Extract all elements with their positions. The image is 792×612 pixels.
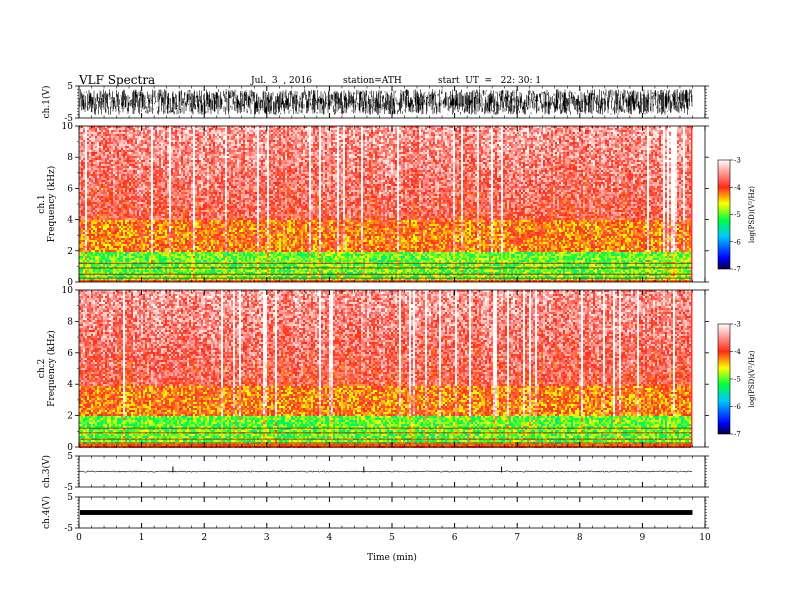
ch4-waveform-band [80, 510, 692, 515]
ch1-spectrogram-colorbar-label: log(PSD)(V²/Hz) [748, 186, 756, 243]
ch2-spectrogram-cells [79, 290, 692, 448]
x-tick-label: 4 [327, 533, 333, 543]
ch1-spectrogram-cells [79, 126, 692, 282]
ch1-spectrogram-ylabel: ch.1 [37, 194, 47, 213]
ch4-waveform-ylabel: ch.4(V) [41, 496, 52, 529]
ch2-spectrogram-ylabel: ch.2 [37, 359, 47, 378]
colorbar-tick-label: -3 [734, 321, 741, 329]
x-tick-label: 10 [699, 533, 711, 543]
ch2-spectrogram-colorbar [718, 324, 730, 434]
y-tick-label: 5 [67, 82, 73, 92]
colorbar-tick-label: -6 [734, 403, 741, 411]
freq-tick-label: 4 [67, 380, 73, 390]
colorbar-tick-label: -3 [734, 157, 741, 165]
colorbar-tick-label: -7 [734, 431, 741, 439]
colorbar-tick-label: -5 [734, 211, 741, 219]
ch1-waveform-line [80, 89, 692, 115]
freq-tick-label: 10 [62, 286, 74, 296]
colorbar-tick-label: -4 [734, 184, 741, 192]
x-tick-label: 7 [514, 533, 520, 543]
freq-tick-label: 6 [67, 184, 73, 194]
freq-tick-label: 2 [67, 412, 73, 422]
x-tick-label: 3 [264, 533, 270, 543]
ch3-waveform-ylabel: ch.3(V) [41, 455, 52, 488]
colorbar-tick-label: -6 [734, 238, 741, 246]
y-tick-label: -5 [64, 483, 73, 493]
freq-tick-label: 8 [67, 153, 73, 163]
ch1-spectrogram-ylabel: Frequency (kHz) [46, 166, 57, 243]
freq-tick-label: 6 [67, 349, 73, 359]
colorbar-tick-label: -7 [734, 266, 741, 274]
freq-tick-label: 8 [67, 317, 73, 327]
ch3-waveform-line [79, 471, 692, 472]
freq-tick-label: 10 [62, 122, 74, 132]
ch1-spectrogram-colorbar [718, 160, 730, 269]
x-tick-label: 6 [452, 533, 458, 543]
x-tick-label: 8 [577, 533, 583, 543]
x-tick-label: 1 [139, 533, 145, 543]
x-tick-label: 9 [640, 533, 646, 543]
ch2-spectrogram-colorbar-label: log(PSD)(V²/Hz) [748, 350, 756, 407]
y-tick-label: -5 [64, 524, 73, 534]
ch1-waveform-trace [80, 89, 692, 115]
colorbar-tick-label: -4 [734, 348, 741, 356]
y-tick-label: 5 [67, 493, 73, 503]
x-tick-label: 0 [76, 533, 82, 543]
ch2-spectrogram-ylabel: Frequency (kHz) [46, 330, 57, 407]
x-tick-label: 2 [201, 533, 207, 543]
freq-tick-label: 4 [67, 216, 73, 226]
freq-tick-label: 2 [67, 247, 73, 257]
ch1-waveform-ylabel: ch.1(V) [41, 86, 52, 119]
x-axis-label: Time (min) [367, 552, 417, 563]
colorbar-tick-label: -5 [734, 376, 741, 384]
y-tick-label: 5 [67, 452, 73, 462]
x-tick-label: 5 [389, 533, 395, 543]
